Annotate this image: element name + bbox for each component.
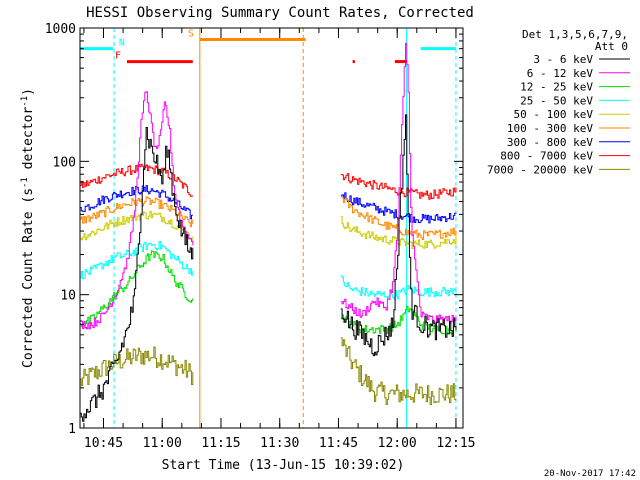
x-tick-label-11-15: 11:15: [201, 436, 240, 451]
flag-s-label: S: [188, 28, 194, 39]
y-axis-label: Corrected Count Rate (s-1 detector-1): [20, 88, 36, 368]
legend-label-6-12-kev: 6 - 12 keV: [527, 67, 594, 80]
chart-title: HESSI Observing Summary Count Rates, Cor…: [86, 5, 474, 21]
series-12-25-kev-segment-2: [340, 306, 457, 335]
legend-label-7000-20000-kev: 7000 - 20000 keV: [487, 163, 593, 176]
flag-f-label: F: [115, 51, 121, 62]
flag-bars: NF S: [80, 28, 456, 64]
y-tick-label-1: 1: [68, 422, 76, 437]
legend-label-100-300-kev: 100 - 300 keV: [507, 122, 593, 135]
series-50-100-kev: [80, 210, 457, 249]
series-800-7000-kev-segment-2: [340, 173, 457, 200]
series-300-800-kev: [80, 185, 457, 224]
x-axis-label: Start Time (13-Jun-15 10:39:02): [162, 458, 405, 473]
series-3-6-kev-segment-2: [340, 114, 457, 357]
legend-label-25-50-kev: 25 - 50 keV: [520, 94, 593, 107]
series-group: [80, 42, 457, 422]
x-tick-label-12-15: 12:15: [436, 436, 475, 451]
timestamp: 20-Nov-2017 17:42: [544, 469, 636, 479]
series-25-50-kev: [80, 240, 457, 300]
series-25-50-kev-segment-2: [340, 275, 457, 300]
y-tick-label-100: 100: [53, 155, 76, 170]
legend-header-line-2: Att 0: [595, 40, 628, 53]
plot-area: NF S 1 10 100 1000 10:45 11:00 11:15 11:30 11:45…: [45, 22, 476, 451]
flag-s: S: [188, 28, 306, 41]
legend-label-800-7000-kev: 800 - 7000 keV: [500, 150, 593, 163]
x-tick-label-11-30: 11:30: [260, 436, 299, 451]
series-3-6-kev: [80, 114, 457, 422]
series-50-100-kev-segment-1: [80, 210, 194, 243]
series-100-300-kev-segment-1: [80, 196, 194, 228]
x-tick-label-12-00: 12:00: [378, 436, 417, 451]
series-25-50-kev-segment-1: [80, 240, 194, 280]
series-6-12-kev-segment-1: [80, 91, 194, 330]
legend-label-300-800-kev: 300 - 800 keV: [507, 136, 593, 149]
x-tick-label-11-45: 11:45: [319, 436, 358, 451]
flag-n: N: [80, 38, 456, 51]
series-800-7000-kev: [80, 163, 457, 200]
x-tick-label-10-45: 10:45: [84, 436, 123, 451]
y-label-superscript-2: -1: [20, 96, 30, 107]
series-3-6-kev-segment-1: [80, 127, 194, 422]
vertical-markers: [113, 28, 457, 428]
series-12-25-kev: [80, 250, 457, 335]
y-axis-ticks: 1 10 100 1000: [45, 22, 463, 437]
series-50-100-kev-segment-2: [340, 216, 457, 249]
y-label-superscript-1: -1: [20, 177, 30, 188]
legend-label-50-100-kev: 50 - 100 keV: [514, 108, 594, 121]
series-7000-20000-kev-segment-2: [340, 337, 457, 405]
y-tick-label-10: 10: [60, 289, 76, 304]
flag-n-label: N: [119, 38, 125, 49]
legend-label-12-25-kev: 12 - 25 keV: [520, 81, 593, 94]
plot-frame: [79, 27, 464, 429]
series-800-7000-kev-segment-1: [80, 163, 194, 197]
legend-header-line-1: Det 1,3,5,6,7,9,: [522, 28, 628, 41]
legend-label-3-6-kev: 3 - 6 keV: [533, 53, 593, 66]
x-tick-label-11-00: 11:00: [143, 436, 182, 451]
series-7000-20000-kev-segment-1: [80, 346, 194, 387]
x-axis-ticks: 10:45 11:00 11:15 11:30 11:45 12:00 12:15: [83, 28, 476, 451]
flag-f: F: [115, 51, 407, 64]
series-12-25-kev-segment-1: [80, 250, 194, 327]
y-tick-label-1000: 1000: [45, 22, 76, 37]
series-7000-20000-kev: [80, 337, 457, 405]
